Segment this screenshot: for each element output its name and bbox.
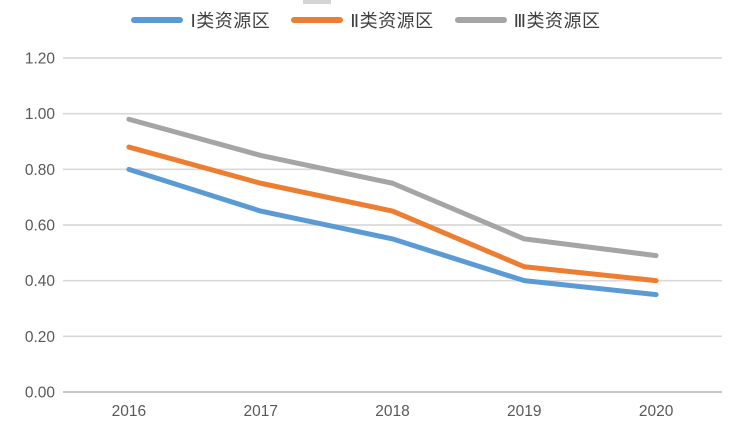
y-axis-tick-label: 0.20 <box>25 329 56 346</box>
x-axis-tick-label: 2020 <box>639 403 674 420</box>
legend-item: Ⅰ类资源区 <box>131 7 270 33</box>
y-axis-tick-label: 1.00 <box>25 106 56 123</box>
x-axis-tick-label: 2016 <box>112 403 146 420</box>
series-line-Ⅲ类资源区 <box>126 116 659 259</box>
top-edge-artifact <box>303 0 331 4</box>
legend-item: Ⅱ类资源区 <box>291 7 433 33</box>
legend-line-marker <box>291 17 344 23</box>
legend-line-marker <box>131 17 184 23</box>
series-line-Ⅱ类资源区 <box>126 144 659 284</box>
legend-label: Ⅰ类资源区 <box>190 11 271 31</box>
chart-legend: Ⅰ类资源区 Ⅱ类资源区 Ⅲ类资源区 <box>0 8 732 32</box>
x-axis-tick-label: 2019 <box>507 403 541 420</box>
legend-label: Ⅱ类资源区 <box>350 11 434 31</box>
legend-label: Ⅲ类资源区 <box>513 11 601 31</box>
x-axis-tick-label: 2017 <box>243 403 277 420</box>
y-axis-tick-label: 0.80 <box>25 162 56 179</box>
series-line-Ⅰ类资源区 <box>126 166 659 298</box>
y-axis-tick-label: 1.20 <box>25 51 56 68</box>
y-axis-tick-label: 0.60 <box>25 218 56 235</box>
legend-item: Ⅲ类资源区 <box>454 7 601 33</box>
legend-line-marker <box>454 17 507 23</box>
x-axis-tick-label: 2018 <box>375 403 409 420</box>
y-axis-tick-label: 0.00 <box>25 385 56 402</box>
y-axis-tick-label: 0.40 <box>25 273 56 290</box>
